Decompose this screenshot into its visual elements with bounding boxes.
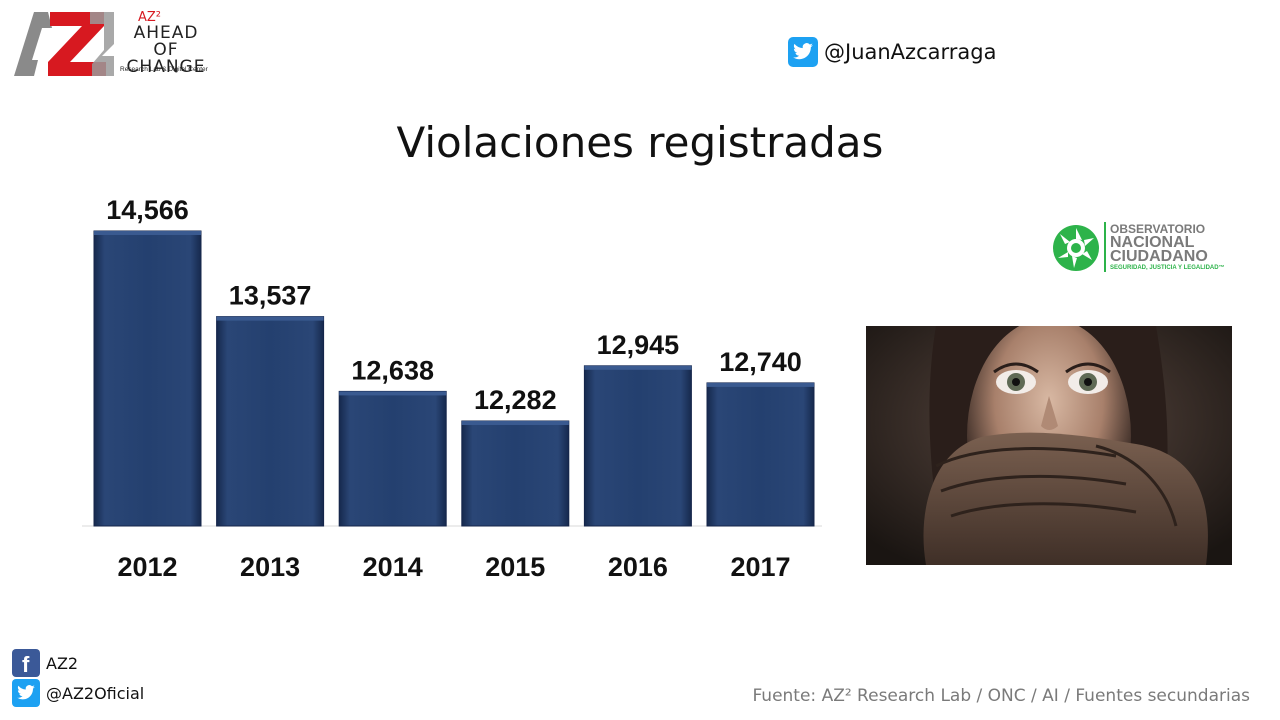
data-label-2015: 12,282 [474,385,557,415]
twitter-label: @AZ2Oficial [46,683,145,703]
bar-2015 [461,420,570,527]
data-label-2013: 13,537 [229,281,312,311]
az2-logo-icon [14,12,114,76]
observatorio-text: OBSERVATORIO NACIONAL CIUDADANO SEGURIDA… [1104,222,1230,272]
category-label-2013: 2013 [240,552,300,582]
category-label-2014: 2014 [363,552,423,582]
observatorio-icon [1053,225,1099,271]
page-title: Violaciones registradas [396,118,884,167]
onc-line2: NACIONAL [1110,234,1195,251]
data-label-2012: 14,566 [106,195,189,225]
brand-name-line2: CHANGE [126,57,206,77]
facebook-icon: f [12,649,40,677]
bar-highlight-2016 [584,365,692,370]
bar-highlight-2013 [216,316,324,321]
observatorio-logo: OBSERVATORIO NACIONAL CIUDADANO SEGURIDA… [1052,222,1232,274]
bar-group: 14,566 2012 13,537 2013 12,638 2014 12,282 2015… [93,195,815,582]
onc-line3: CIUDADANO [1110,248,1208,265]
bar-2012 [93,230,202,527]
bar-2014 [338,390,447,527]
brand-name: AHEAD OF CHANGE [120,25,212,76]
woman-hand-over-mouth-photo [866,326,1232,565]
brand-superscript: AZ² [138,10,162,25]
bar-2017 [706,382,815,527]
onc-line4: SEGURIDAD, JUSTICIA Y LEGALIDAD™ [1110,265,1225,271]
data-label-2016: 12,945 [597,330,680,360]
twitter-icon [12,679,40,707]
category-label-2015: 2015 [485,552,545,582]
header-twitter-link[interactable]: @JuanAzcarraga [788,36,996,68]
footer-twitter-link[interactable]: @AZ2Oficial [12,678,144,708]
bar-highlight-2012 [94,231,201,235]
category-label-2016: 2016 [608,552,668,582]
header-twitter-handle: @JuanAzcarraga [824,40,997,64]
bar-highlight-2014 [339,391,447,396]
bar-highlight-2015 [461,421,569,425]
category-label-2017: 2017 [730,552,790,582]
source-note: Fuente: AZ² Research Lab / ONC / AI / Fu… [752,686,1250,706]
brand-tagline: Research Lab & Digital Center [120,66,208,73]
footer-facebook-link[interactable]: f AZ2 [12,648,144,678]
data-label-2014: 12,638 [351,355,434,385]
bar-2013 [216,316,325,527]
category-label-2012: 2012 [117,552,177,582]
footer-social: f AZ2 @AZ2Oficial [12,648,144,708]
bar-2016 [583,365,692,527]
data-label-2017: 12,740 [719,347,802,377]
facebook-label: AZ2 [46,653,79,673]
brand-name-line1: AHEAD OF [133,23,199,60]
onc-line1: OBSERVATORIO [1110,222,1206,236]
bar-chart: 14,566 2012 13,537 2013 12,638 2014 12,282 2015… [82,195,822,582]
twitter-icon [788,37,818,67]
bar-highlight-2017 [707,382,814,387]
brand-logo: AZ² AHEAD OF CHANGE Research Lab & Digit… [12,8,212,80]
